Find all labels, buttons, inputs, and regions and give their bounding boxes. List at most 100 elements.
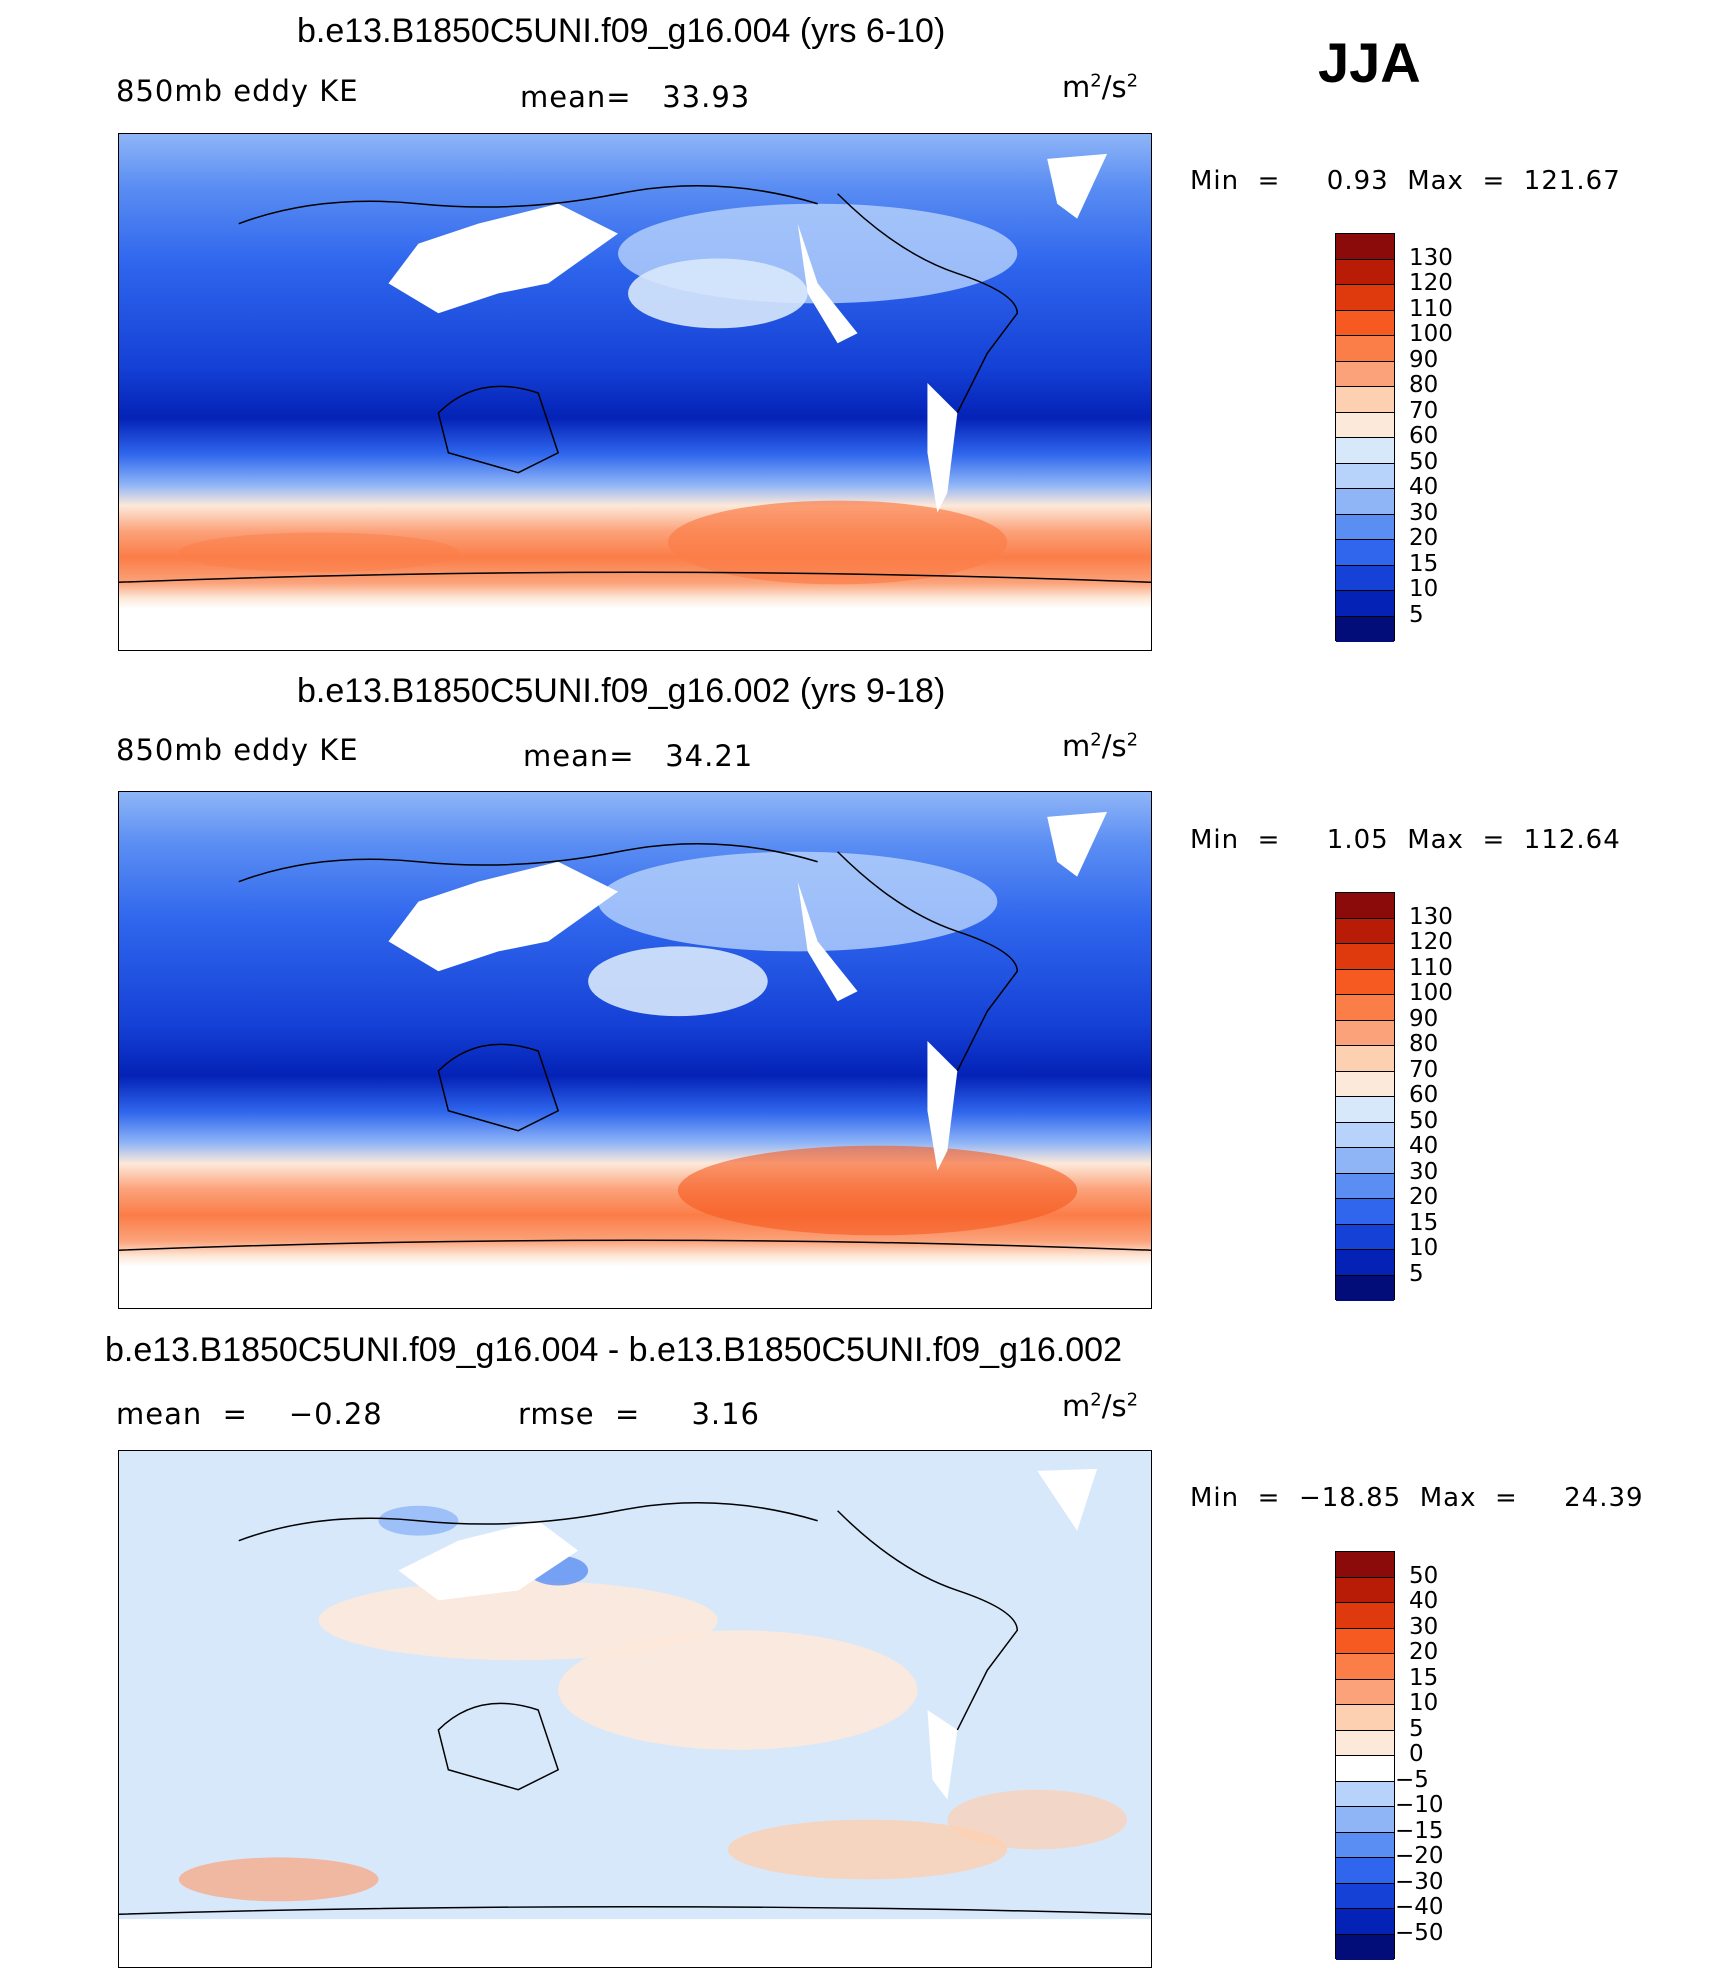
colorbar-swatch <box>1336 1934 1394 1960</box>
colorbar-tick-label: 15 <box>1409 1209 1439 1236</box>
colorbar-swatch <box>1336 1628 1394 1654</box>
colorbar-swatch <box>1336 463 1394 489</box>
panel3-minmax: Min = −18.85 Max = 24.39 <box>1190 1483 1644 1513</box>
colorbar-swatch <box>1336 1705 1394 1731</box>
units-exp: 2 <box>1090 729 1102 751</box>
colorbar-swatch <box>1336 1679 1394 1705</box>
colorbar-swatch <box>1336 1654 1394 1680</box>
colorbar-swatch <box>1336 591 1394 617</box>
panel1-colorbar <box>1335 233 1395 642</box>
panel3-units: m2/s2 <box>1062 1389 1138 1423</box>
colorbar-swatch <box>1336 1756 1394 1782</box>
colorbar-swatch <box>1336 1224 1394 1250</box>
colorbar-tick-label: −10 <box>1395 1792 1444 1818</box>
panel2-variable-label: 850mb eddy KE <box>116 733 359 767</box>
colorbar-tick-label: 10 <box>1409 1690 1439 1716</box>
colorbar-swatch <box>1336 565 1394 591</box>
units-exp: 2 <box>1090 1389 1102 1411</box>
colorbar-swatch <box>1336 234 1394 260</box>
colorbar-tick-label: 50 <box>1409 1562 1439 1589</box>
units-exp: 2 <box>1126 1389 1139 1411</box>
panel3-map-field <box>119 1451 1151 1967</box>
panel1-title: b.e13.B1850C5UNI.f09_g16.004 (yrs 6-10) <box>297 12 946 50</box>
panel3-title: b.e13.B1850C5UNI.f09_g16.004 - b.e13.B18… <box>105 1331 1122 1369</box>
panel2-minmax: Min = 1.05 Max = 112.64 <box>1190 825 1621 855</box>
colorbar-tick-label: 90 <box>1409 1005 1439 1032</box>
colorbar-tick-label: 10 <box>1409 1235 1439 1261</box>
colorbar-tick-label: 60 <box>1409 423 1439 449</box>
panel3-rmse-label: rmse = 3.16 <box>518 1397 761 1431</box>
colorbar-tick-label: 15 <box>1409 550 1439 577</box>
colorbar-tick-label: 40 <box>1409 474 1439 500</box>
colorbar-tick-label: 40 <box>1409 1133 1439 1159</box>
colorbar-tick-label: 70 <box>1409 1056 1439 1083</box>
colorbar-tick-label: 5 <box>1409 601 1424 628</box>
colorbar-tick-label: 80 <box>1409 1031 1439 1057</box>
colorbar-tick-label: −5 <box>1395 1766 1429 1793</box>
colorbar-swatch <box>1336 489 1394 515</box>
units-base: m <box>1062 70 1091 104</box>
units-exp: 2 <box>1090 70 1102 92</box>
colorbar-swatch <box>1336 285 1394 311</box>
panel1-map-field <box>119 134 1151 650</box>
colorbar-swatch <box>1336 944 1394 970</box>
colorbar-tick-label: −50 <box>1395 1919 1444 1946</box>
colorbar-swatch <box>1336 1250 1394 1276</box>
colorbar-swatch <box>1336 1858 1394 1884</box>
colorbar-swatch <box>1336 514 1394 540</box>
season-label: JJA <box>1318 31 1421 94</box>
colorbar-tick-label: 130 <box>1409 244 1453 271</box>
panel2-map <box>118 791 1152 1309</box>
panel3-map <box>118 1450 1152 1968</box>
colorbar-swatch <box>1336 1552 1394 1578</box>
colorbar-tick-label: 10 <box>1409 576 1439 602</box>
panel2-mean-label: mean= 34.21 <box>523 739 754 773</box>
colorbar-tick-label: 110 <box>1409 295 1453 322</box>
panel1-map <box>118 133 1152 651</box>
units-base: m <box>1062 1389 1091 1423</box>
panel1-units: m2/s2 <box>1062 70 1138 104</box>
colorbar-swatch <box>1336 995 1394 1021</box>
colorbar-tick-label: 0 <box>1409 1741 1424 1767</box>
colorbar-tick-label: −15 <box>1395 1817 1444 1844</box>
colorbar-tick-label: 130 <box>1409 903 1453 930</box>
units-mid: /s <box>1101 1389 1127 1423</box>
colorbar-tick-label: −30 <box>1395 1868 1444 1895</box>
colorbar-tick-label: 60 <box>1409 1082 1439 1108</box>
colorbar-swatch <box>1336 1832 1394 1858</box>
colorbar-swatch <box>1336 1883 1394 1909</box>
colorbar-tick-label: 30 <box>1409 499 1439 526</box>
panel1-mean-label: mean= 33.93 <box>520 80 751 114</box>
colorbar-swatch <box>1336 1199 1394 1225</box>
colorbar-tick-label: 20 <box>1409 525 1439 551</box>
colorbar-swatch <box>1336 387 1394 413</box>
colorbar-swatch <box>1336 1781 1394 1807</box>
colorbar-swatch <box>1336 893 1394 919</box>
colorbar-swatch <box>1336 438 1394 464</box>
units-mid: /s <box>1101 729 1127 763</box>
colorbar-swatch <box>1336 1603 1394 1629</box>
colorbar-tick-label: 20 <box>1409 1184 1439 1210</box>
panel2-map-field <box>119 792 1151 1308</box>
colorbar-swatch <box>1336 1275 1394 1301</box>
colorbar-swatch <box>1336 1071 1394 1097</box>
colorbar-swatch <box>1336 1807 1394 1833</box>
panel3-colorbar <box>1335 1551 1395 1960</box>
colorbar-tick-label: 20 <box>1409 1639 1439 1665</box>
units-exp: 2 <box>1126 70 1139 92</box>
colorbar-swatch <box>1336 361 1394 387</box>
colorbar-tick-label: −20 <box>1395 1843 1444 1869</box>
colorbar-tick-label: 5 <box>1409 1260 1424 1287</box>
colorbar-swatch <box>1336 969 1394 995</box>
colorbar-tick-label: 80 <box>1409 372 1439 398</box>
units-mid: /s <box>1101 70 1127 104</box>
colorbar-tick-label: −40 <box>1395 1894 1444 1920</box>
colorbar-tick-label: 50 <box>1409 1107 1439 1134</box>
units-base: m <box>1062 729 1091 763</box>
colorbar-swatch <box>1336 412 1394 438</box>
colorbar-tick-label: 120 <box>1409 270 1453 296</box>
colorbar-swatch <box>1336 259 1394 285</box>
units-exp: 2 <box>1126 729 1139 751</box>
colorbar-swatch <box>1336 1020 1394 1046</box>
colorbar-swatch <box>1336 616 1394 642</box>
